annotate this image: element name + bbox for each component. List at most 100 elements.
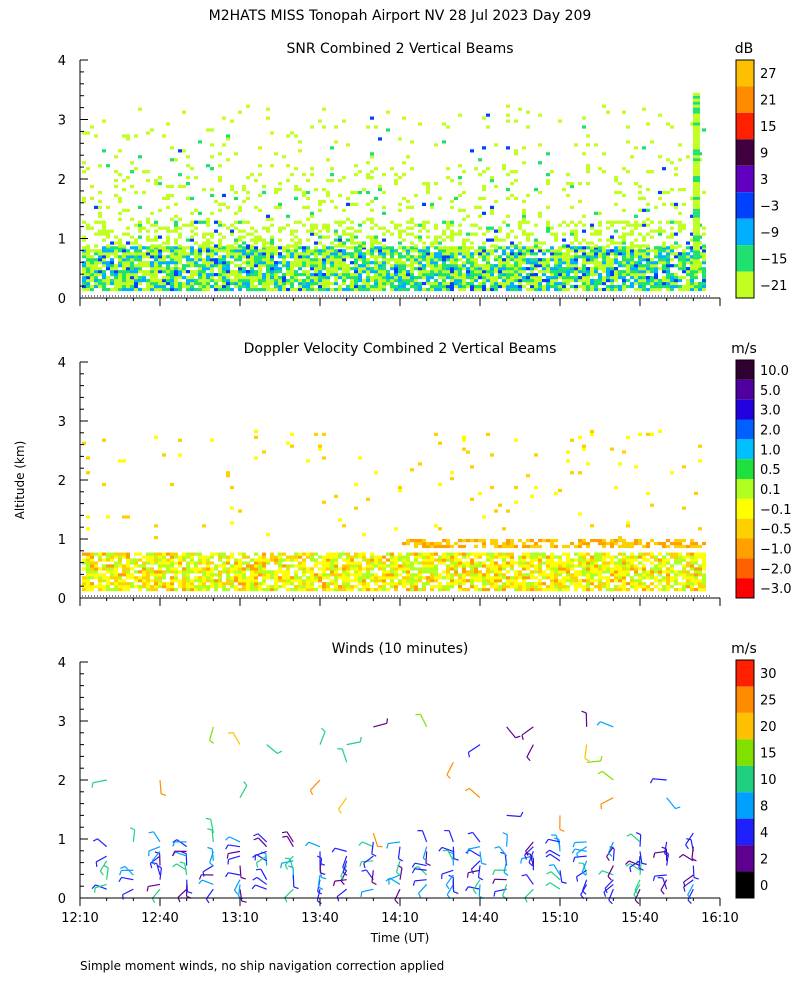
snr-cell: [634, 267, 638, 271]
snr-cell: [578, 246, 582, 250]
doppler-cell: [262, 579, 266, 583]
snr-cell: [258, 287, 262, 292]
doppler-cell: [634, 541, 638, 546]
snr-cell: [406, 270, 410, 274]
doppler-cell: [122, 515, 126, 519]
doppler-cell: [454, 555, 458, 559]
snr-cell: [270, 281, 274, 286]
doppler-cell: [102, 552, 106, 556]
doppler-cell: [610, 447, 614, 451]
snr-cell: [462, 278, 466, 283]
snr-cell: [602, 249, 606, 253]
doppler-cell: [594, 564, 598, 568]
snr-cell: [462, 238, 466, 242]
snr-cell: [102, 255, 106, 259]
doppler-cell: [558, 567, 562, 571]
doppler-cell: [202, 567, 206, 571]
snr-cell: [294, 264, 298, 268]
doppler-cell: [574, 564, 578, 568]
snr-cell: [106, 281, 110, 286]
doppler-cell: [510, 567, 514, 571]
snr-cell: [442, 264, 446, 268]
snr-cell: [466, 232, 470, 236]
snr-cell: [290, 278, 294, 283]
snr-cell: [674, 202, 678, 206]
snr-cell: [693, 184, 700, 188]
snr-cell: [202, 264, 206, 268]
snr-cell: [170, 258, 174, 262]
snr-cell: [82, 275, 86, 280]
snr-cell: [114, 264, 118, 268]
snr-cell: [354, 258, 358, 262]
doppler-cell: [422, 585, 426, 589]
doppler-cell: [530, 570, 534, 574]
snr-cell: [606, 244, 610, 248]
snr-cell: [693, 238, 700, 242]
snr-cell: [194, 252, 198, 256]
snr-cell: [246, 287, 250, 292]
snr-cell: [174, 246, 178, 250]
snr-cell: [398, 264, 402, 268]
doppler-cell: [514, 582, 518, 586]
doppler-cell: [394, 555, 398, 559]
snr-cell: [634, 238, 638, 242]
doppler-cell: [654, 567, 658, 571]
doppler-cell: [646, 552, 650, 556]
doppler-cell: [262, 564, 266, 568]
doppler-cell: [434, 573, 438, 577]
doppler-cell: [562, 582, 566, 586]
snr-cell: [410, 246, 414, 250]
doppler-cell: [334, 587, 338, 592]
doppler-cell: [574, 552, 578, 556]
snr-cell: [418, 261, 422, 265]
snr-cell: [126, 249, 130, 253]
snr-cell: [174, 275, 178, 280]
doppler-cell: [494, 585, 498, 589]
snr-cell: [190, 270, 194, 274]
snr-cell: [130, 161, 134, 165]
snr-cell: [194, 258, 198, 262]
snr-cell: [198, 284, 202, 289]
snr-cell: [546, 278, 550, 283]
snr-cell: [702, 252, 706, 256]
snr-cell: [234, 241, 238, 245]
snr-cell: [318, 241, 322, 245]
doppler-cell: [646, 544, 650, 549]
snr-cell: [194, 270, 198, 274]
snr-cell: [346, 284, 350, 289]
snr-cell: [670, 246, 674, 250]
snr-cell: [578, 241, 582, 245]
snr-cell: [382, 205, 386, 209]
doppler-cell: [438, 582, 442, 586]
snr-cell: [226, 273, 230, 277]
doppler-cell: [278, 564, 282, 568]
doppler-cell: [514, 585, 518, 589]
snr-cell: [402, 264, 406, 268]
snr-cell: [378, 255, 382, 259]
snr-cell: [206, 164, 210, 168]
doppler-cell: [614, 585, 618, 589]
snr-cell: [386, 252, 390, 256]
doppler-cell: [170, 558, 174, 562]
snr-cell: [294, 184, 298, 189]
snr-cell: [302, 249, 306, 253]
snr-cell: [222, 284, 226, 289]
doppler-cell: [542, 570, 546, 574]
doppler-cell: [102, 579, 106, 583]
doppler-cell: [502, 585, 506, 589]
doppler-cell: [474, 544, 478, 549]
snr-cell: [382, 232, 386, 236]
doppler-cell: [402, 582, 406, 586]
snr-cell: [382, 246, 386, 250]
snr-cell: [518, 287, 522, 292]
snr-cell: [210, 193, 214, 198]
snr-cell: [394, 179, 398, 183]
snr-cell: [294, 167, 298, 171]
doppler-cell: [502, 576, 506, 580]
doppler-cell: [86, 456, 90, 460]
snr-cell: [566, 193, 570, 198]
snr-cell: [534, 238, 538, 242]
snr-cell: [582, 125, 586, 129]
snr-cell: [158, 261, 162, 265]
snr-cell: [154, 275, 158, 280]
